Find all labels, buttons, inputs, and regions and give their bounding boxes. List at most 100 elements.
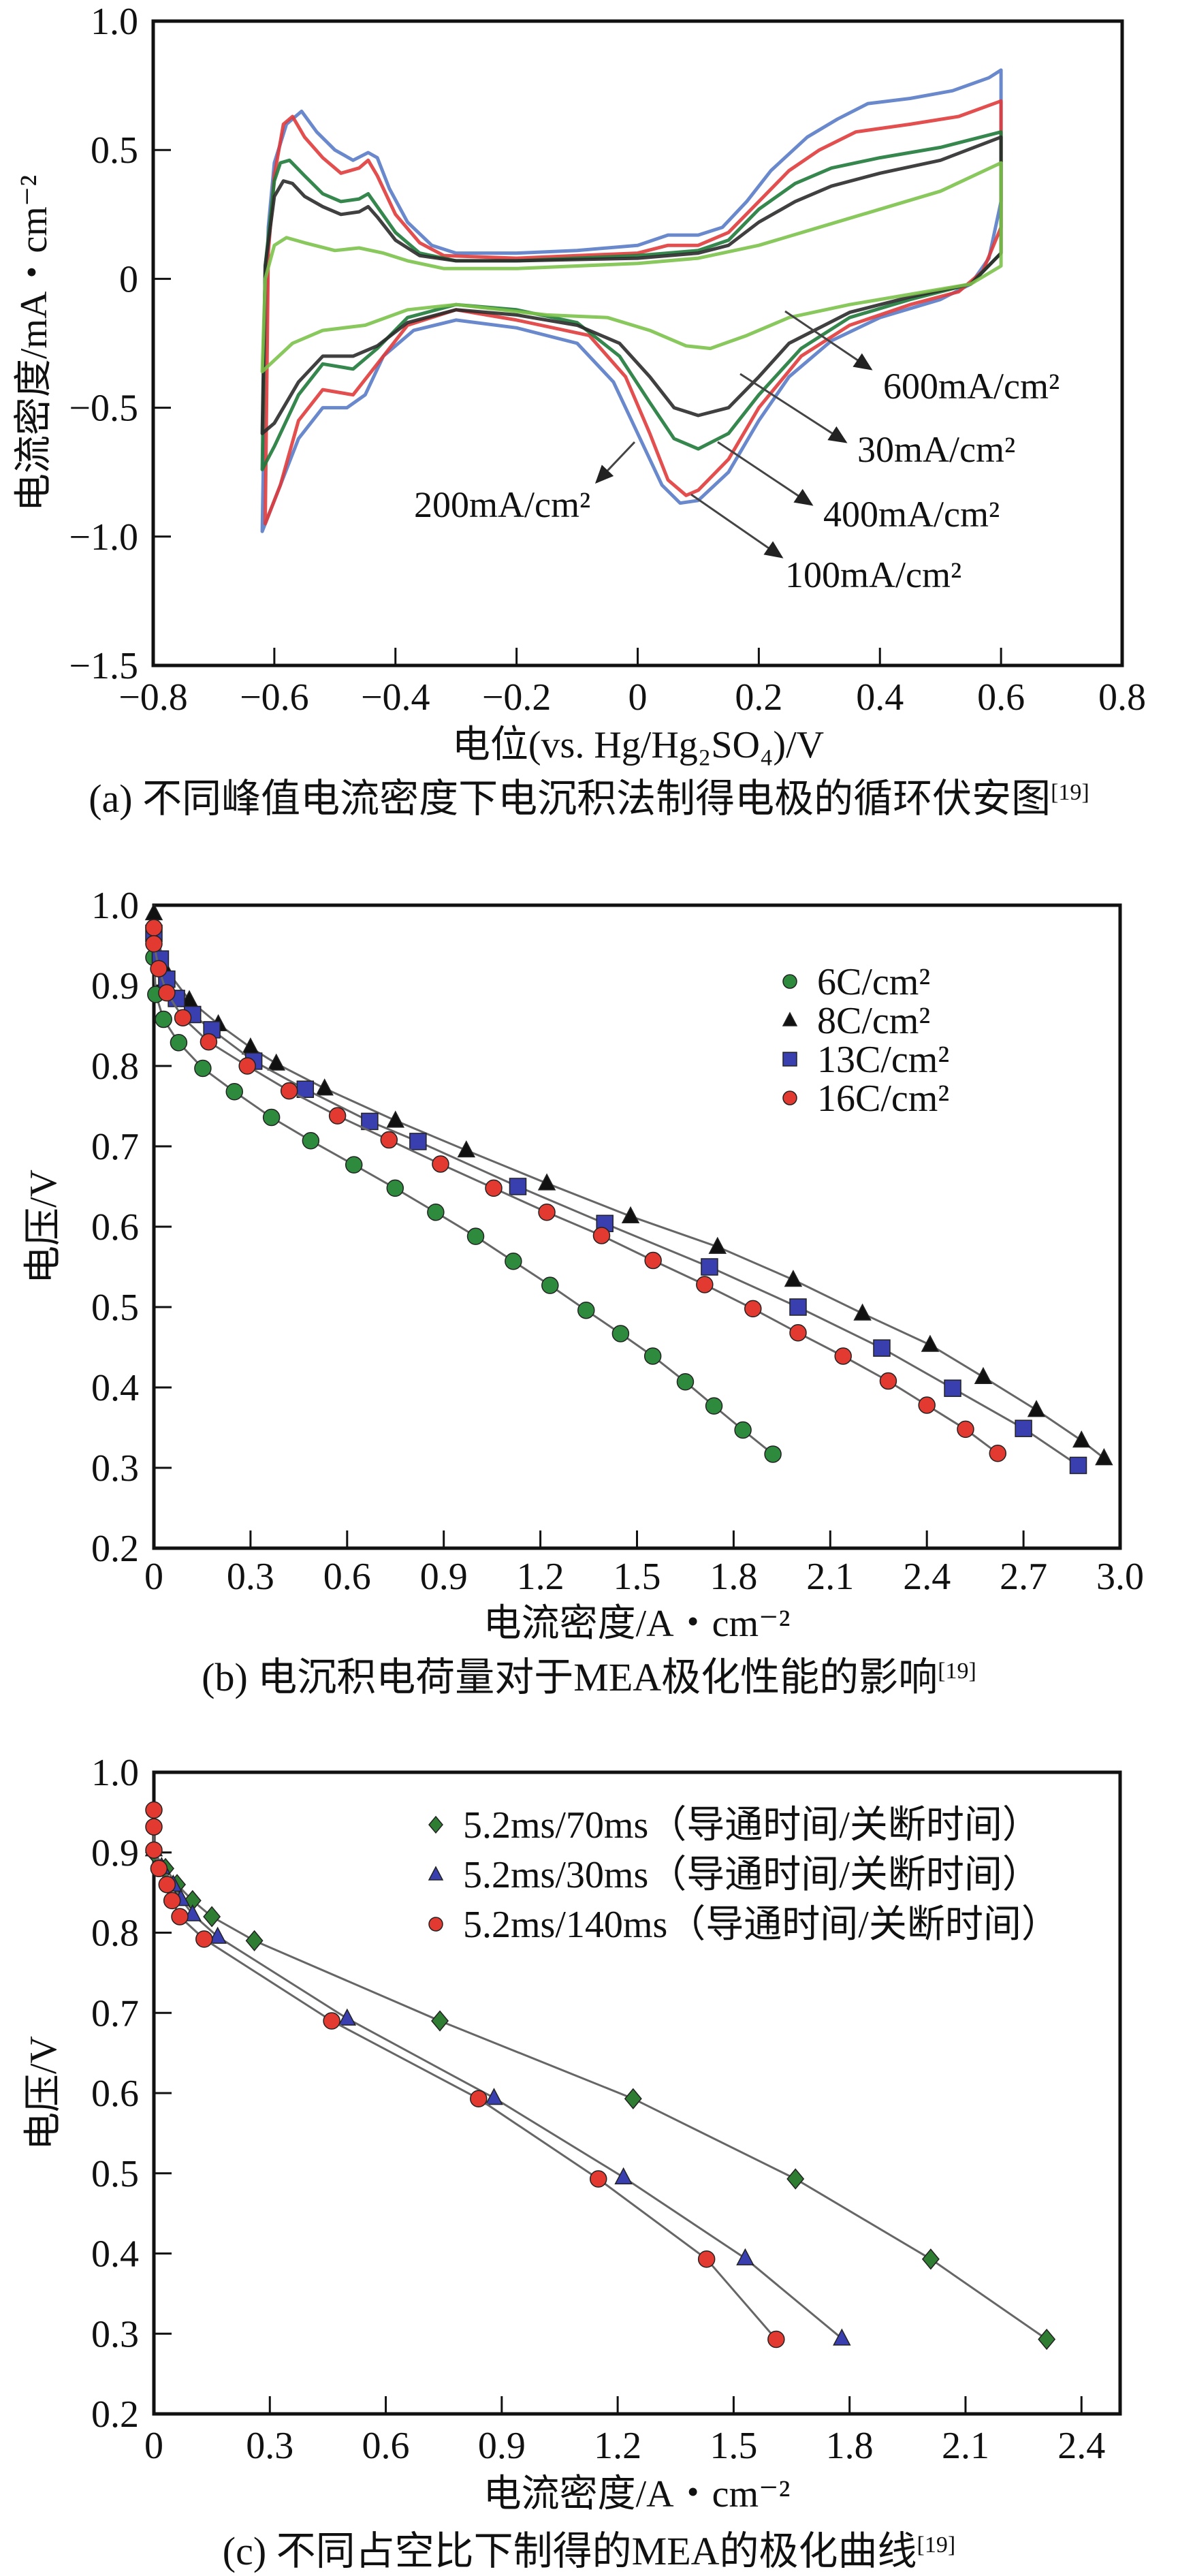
x-tick-label: −0.6 (240, 676, 309, 719)
diamond-marker (624, 2088, 642, 2109)
circle-marker (386, 1179, 404, 1197)
square-marker (1015, 1419, 1032, 1437)
circle-marker (428, 1917, 443, 1932)
square-marker (361, 1112, 379, 1131)
caption-text: (c) 不同占空比下制得的MEA的极化曲线 (223, 2529, 917, 2573)
circle-marker (767, 2330, 785, 2349)
circle-marker (323, 2012, 340, 2030)
triangle-marker (1072, 1430, 1091, 1448)
diamond-marker (921, 2248, 940, 2270)
y-axis-label: 电流密度/mA・cm⁻² (13, 175, 55, 512)
circle-marker (380, 1131, 398, 1149)
y-tick-label: 0.7 (91, 1992, 139, 2035)
square-marker (701, 1258, 718, 1276)
triangle-marker (386, 1110, 404, 1128)
caption-reference: [19] (917, 2532, 956, 2558)
triangle-marker (1027, 1400, 1046, 1417)
triangle-marker (833, 2328, 851, 2346)
x-tick-label: 2.1 (942, 2425, 989, 2467)
x-tick-label: 1.8 (826, 2425, 874, 2467)
triangle-marker (428, 1866, 444, 1881)
figure-caption: (a) 不同峰值电流密度下电沉积法制得电极的循环伏安图[19] (89, 776, 1089, 821)
circle-marker (592, 1227, 611, 1244)
circle-marker (611, 1325, 630, 1342)
annotation-arrow (739, 373, 848, 443)
triangle-marker (338, 2008, 357, 2026)
annotation-label: 200mA/cm² (414, 484, 590, 525)
plot-frame (151, 19, 1124, 667)
series-line (153, 913, 1105, 1459)
triangle-marker (784, 1270, 803, 1287)
legend-label: 6C/cm² (817, 961, 930, 1003)
circle-marker (432, 1155, 449, 1173)
circle-marker (470, 2090, 488, 2107)
circle-marker (225, 1083, 243, 1101)
legend-label: 5.2ms/140ms（导通时间/关断时间） (463, 1904, 1060, 1946)
y-tick-label: −1.0 (69, 516, 138, 559)
y-tick-label: 0.2 (91, 1528, 139, 1570)
x-tick-label: 0.3 (246, 2425, 293, 2467)
annotation-arrow (594, 441, 636, 484)
x-tick-label: 0.9 (420, 1556, 468, 1598)
y-tick-label: 0.5 (91, 129, 138, 172)
circle-marker (764, 1445, 782, 1463)
x-tick-label: 0.2 (735, 676, 782, 719)
square-marker (296, 1080, 315, 1098)
chart-panel-c: 0 0.3 0.6 0.9 1.2 1.5 1.8 2.1 2.4 0.2 0.3 0.4 0.5 0.6… (22, 1752, 1122, 2573)
y-tick-label: 0.8 (91, 1913, 139, 1955)
triangle-marker (315, 1078, 334, 1096)
x-tick-label: 0.9 (478, 2425, 526, 2467)
circle-marker (466, 1227, 485, 1245)
y-tick-label: 0.7 (91, 1126, 139, 1168)
diamond-marker (428, 1815, 443, 1834)
y-tick-label: 0.9 (91, 1832, 139, 1874)
x-tick-label: 0.3 (227, 1556, 274, 1598)
y-axis-label: 电压/V (22, 1169, 65, 1284)
circle-marker (150, 960, 168, 977)
triangle-marker (708, 1236, 727, 1254)
circle-marker (158, 1876, 176, 1894)
diamond-marker (203, 1906, 221, 1928)
caption-text: (a) 不同峰值电流密度下电沉积法制得电极的循环伏安图 (89, 776, 1051, 821)
triangle-marker (457, 1140, 476, 1158)
square-marker (409, 1133, 427, 1150)
x-tick-label: −0.4 (361, 676, 430, 719)
x-tick-label: 1.2 (517, 1556, 564, 1598)
x-tick-label: 2.1 (806, 1556, 854, 1598)
y-tick-label: 0 (119, 258, 138, 300)
circle-marker (697, 2250, 716, 2268)
annotation-label: 30mA/cm² (857, 429, 1015, 470)
triangle-marker (621, 1206, 640, 1224)
legend-label: 8C/cm² (817, 1000, 930, 1042)
circle-marker (705, 1397, 723, 1415)
x-tick-label: 0.4 (856, 676, 904, 719)
y-tick-label: 0.4 (91, 2233, 139, 2276)
chart-panel-a: −0.8 −0.6 −0.4 −0.2 0 0.2 0.4 0.6 0.8 −1.5 −1.0 −0.… (13, 1, 1146, 821)
y-tick-label: 0.3 (91, 2313, 139, 2355)
caption-reference: [19] (938, 1659, 976, 1684)
circle-marker (577, 1301, 595, 1319)
circle-marker (485, 1179, 503, 1197)
triangle-marker (208, 1926, 227, 1944)
circle-marker (170, 1034, 188, 1052)
legend: 5.2ms/70ms（导通时间/关断时间） 5.2ms/30ms（导通时间/关断时… (428, 1804, 1060, 1946)
y-tick-label: −0.5 (69, 388, 138, 430)
y-tick-label: 0.4 (91, 1367, 139, 1409)
circle-marker (345, 1156, 363, 1174)
circle-marker (145, 934, 163, 953)
x-tick-label: 1.5 (710, 2425, 757, 2467)
annotation-label: 400mA/cm² (823, 494, 1000, 535)
x-tick-label: 2.7 (1000, 1556, 1047, 1598)
x-tick-label: 3.0 (1096, 1556, 1144, 1598)
x-tick-label: 0 (144, 2425, 163, 2467)
circle-marker (918, 1396, 936, 1414)
plot-frame (152, 903, 1122, 1550)
x-tick-label: 0.6 (362, 2425, 410, 2467)
x-tick-label: 0.8 (1098, 676, 1146, 719)
circle-marker (957, 1420, 974, 1439)
triangle-marker (241, 1037, 260, 1055)
square-marker (944, 1379, 961, 1397)
